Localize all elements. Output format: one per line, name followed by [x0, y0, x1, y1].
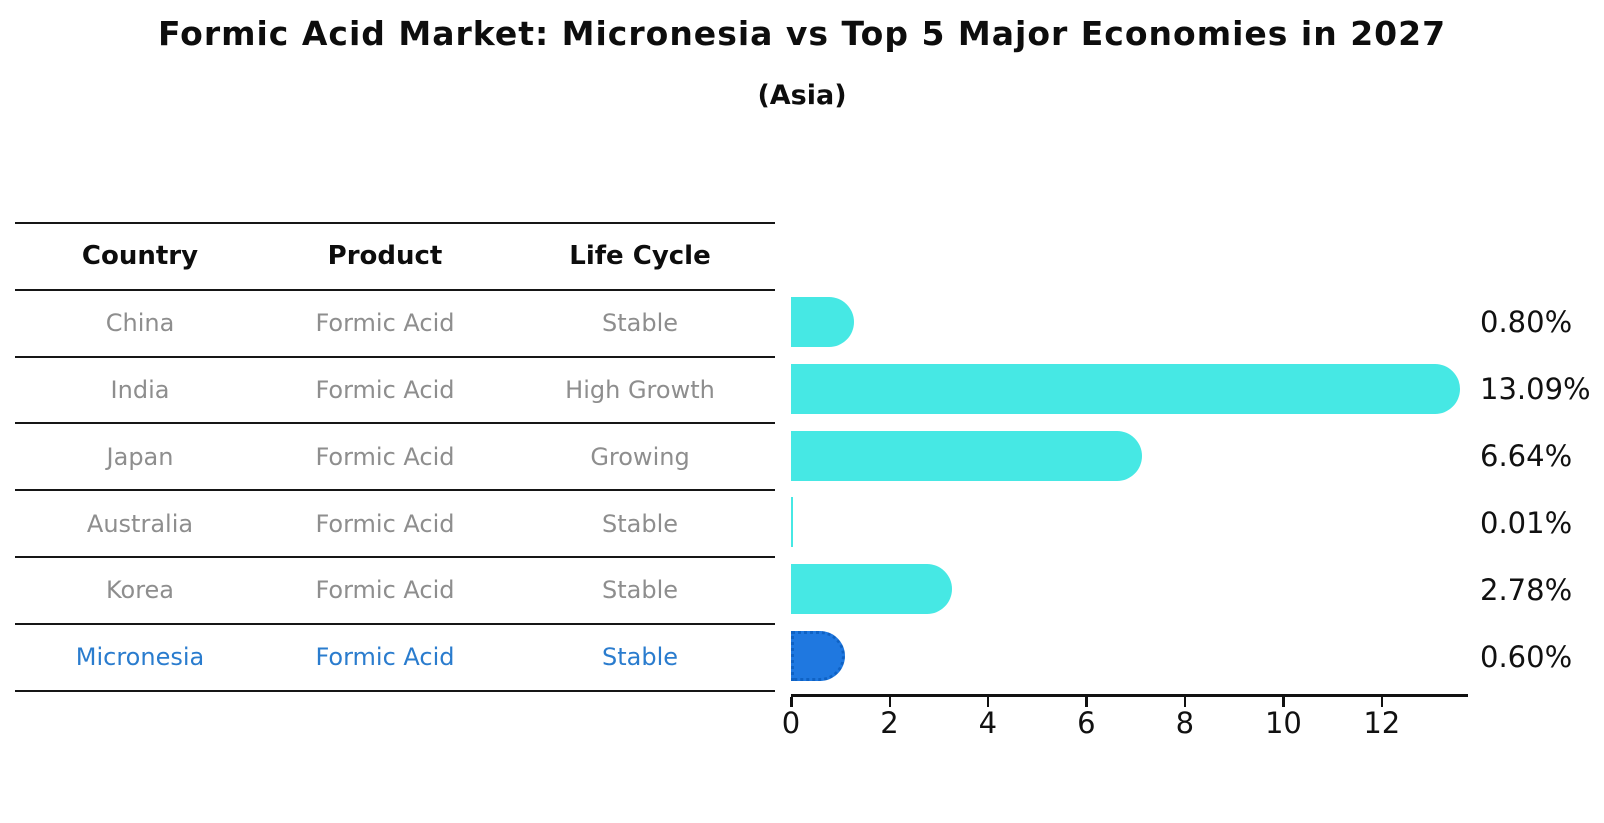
x-tick-label: 6 [1077, 706, 1096, 740]
bar-row [791, 623, 1468, 690]
table-row-india: India Formic Acid High Growth [15, 358, 775, 425]
cell-life-cycle: Stable [601, 509, 679, 538]
x-tick-label: 8 [1175, 706, 1195, 740]
column-header-product: Product [327, 241, 443, 272]
value-label-india: 13.09% [1480, 372, 1591, 407]
bar-row [791, 289, 1468, 356]
x-tick-mark [1282, 697, 1285, 707]
cell-country: Korea [105, 576, 175, 605]
cell-product: Formic Acid [315, 375, 455, 404]
cell-life-cycle: Stable [601, 576, 679, 605]
table-row-japan: Japan Formic Acid Growing [15, 424, 775, 492]
bar-row [791, 423, 1468, 490]
column-header-country: Country [81, 241, 199, 272]
cell-country: Micronesia [75, 643, 205, 672]
bar-row [791, 556, 1468, 623]
x-tick-label: 0 [781, 706, 801, 740]
x-axis-line [791, 694, 1468, 697]
bar-micronesia [791, 631, 845, 682]
value-label-korea: 2.78% [1480, 572, 1573, 607]
value-label-china: 0.80% [1480, 305, 1573, 340]
table-row-australia: Australia Formic Acid Stable [15, 491, 775, 558]
x-tick-mark [790, 697, 793, 707]
table-header-row: Country Product Life Cycle [15, 224, 775, 291]
value-label-japan: 6.64% [1480, 439, 1573, 474]
bar-australia [791, 497, 793, 548]
chart-subtitle: (Asia) [757, 80, 847, 111]
cell-product: Formic Acid [315, 576, 455, 605]
table-row-micronesia: Micronesia Formic Acid Stable [15, 625, 775, 692]
chart-title: Formic Acid Market: Micronesia vs Top 5 … [157, 14, 1447, 53]
bar-china [791, 297, 855, 347]
column-header-lifecycle: Life Cycle [569, 241, 711, 272]
table-row-korea: Korea Formic Acid Stable [15, 558, 775, 625]
bar-korea [791, 564, 952, 615]
cell-product: Formic Acid [315, 509, 455, 538]
cell-product: Formic Acid [315, 309, 455, 338]
x-tick-mark [1380, 697, 1384, 707]
x-tick-label: 2 [880, 706, 899, 740]
cell-country: Japan [106, 442, 174, 471]
x-tick-mark [1183, 697, 1187, 707]
cell-country: India [110, 375, 170, 404]
cell-country: Australia [86, 509, 194, 538]
cell-life-cycle: Stable [601, 643, 679, 672]
cell-life-cycle: High Growth [565, 375, 715, 404]
bar-chart-plot-area [791, 289, 1468, 690]
bar-india [791, 363, 1460, 414]
value-label-micronesia: 0.60% [1480, 639, 1573, 674]
x-tick-label: 12 [1363, 706, 1401, 740]
x-tick-mark [1085, 697, 1088, 707]
bar-row [791, 489, 1468, 556]
cell-life-cycle: Stable [601, 309, 679, 338]
x-tick-label: 10 [1264, 706, 1302, 740]
cell-product: Formic Acid [315, 643, 455, 672]
cell-country: China [105, 309, 175, 338]
x-tick-mark [888, 697, 891, 707]
bar-japan [791, 430, 1142, 481]
table-body: China Formic Acid Stable India Formic Acid Hi… [15, 291, 775, 692]
x-tick-label: 4 [978, 706, 998, 740]
country-table: Country Product Life Cycle China Formic A… [15, 222, 775, 692]
bar-row [791, 356, 1468, 423]
cell-product: Formic Acid [315, 442, 455, 471]
table-row-china: China Formic Acid Stable [15, 291, 775, 358]
cell-life-cycle: Growing [590, 442, 690, 471]
value-label-australia: 0.01% [1480, 505, 1573, 540]
x-tick-mark [986, 697, 990, 707]
